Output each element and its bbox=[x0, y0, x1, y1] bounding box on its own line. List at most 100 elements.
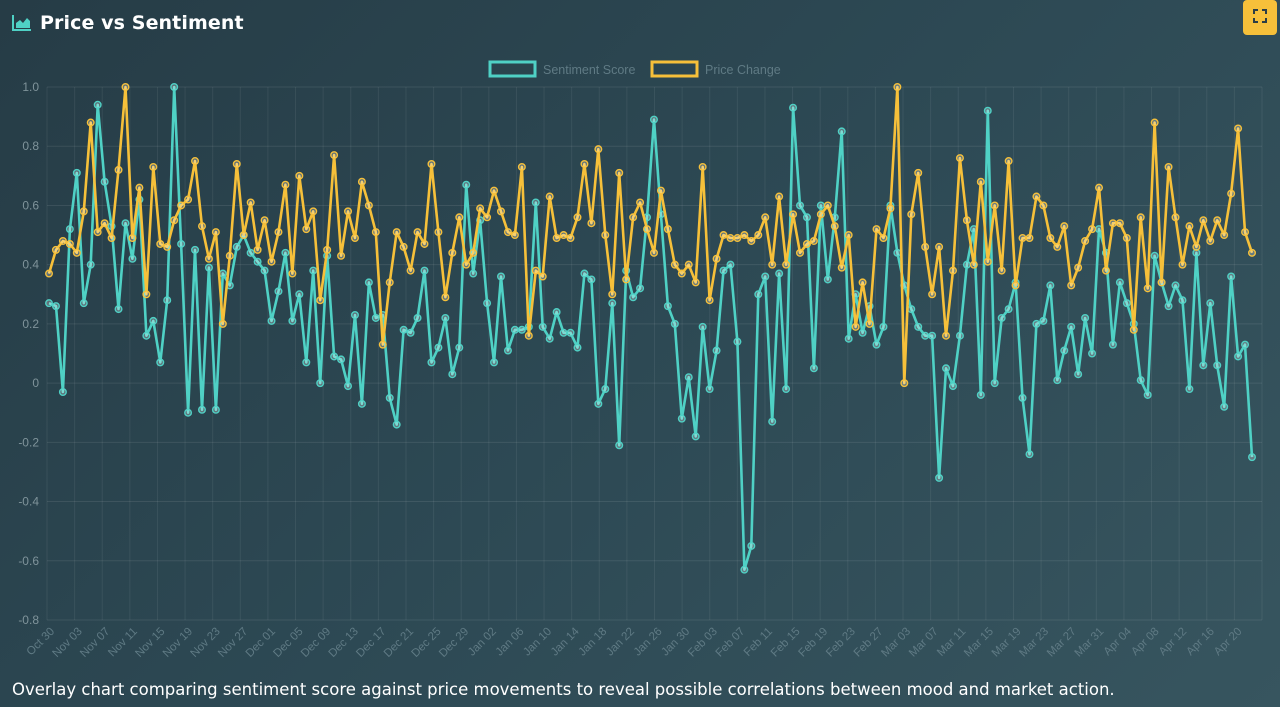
data-point bbox=[1206, 236, 1215, 245]
data-point bbox=[691, 278, 700, 287]
data-point bbox=[302, 225, 311, 234]
data-point bbox=[983, 106, 992, 115]
data-point bbox=[1220, 402, 1229, 411]
data-point bbox=[1185, 222, 1194, 231]
data-point bbox=[79, 207, 88, 216]
data-point bbox=[962, 216, 971, 225]
data-point bbox=[629, 293, 638, 302]
x-tick-label: Dec 01 bbox=[244, 626, 278, 660]
data-point bbox=[851, 322, 860, 331]
y-tick-label: -0.2 bbox=[18, 435, 39, 449]
data-point bbox=[260, 266, 269, 275]
x-tick-label: Dec 25 bbox=[409, 626, 443, 660]
data-point bbox=[204, 254, 213, 263]
data-point bbox=[490, 186, 499, 195]
data-point bbox=[1122, 299, 1131, 308]
data-point bbox=[789, 210, 798, 219]
data-point bbox=[983, 257, 992, 266]
legend-swatch bbox=[488, 60, 537, 78]
data-point bbox=[420, 239, 429, 248]
x-tick-label: Jan 18 bbox=[576, 626, 609, 659]
fullscreen-icon bbox=[1252, 8, 1268, 28]
data-point bbox=[420, 266, 429, 275]
page-title: Price vs Sentiment bbox=[40, 12, 244, 34]
data-point bbox=[1074, 370, 1083, 379]
data-point bbox=[434, 343, 443, 352]
y-tick-label: 1.0 bbox=[22, 80, 39, 94]
data-point bbox=[942, 364, 951, 373]
data-point bbox=[955, 154, 964, 163]
x-tick-label: Dec 17 bbox=[354, 626, 388, 660]
data-point bbox=[490, 358, 499, 367]
data-point bbox=[517, 162, 526, 171]
x-tick-label: Apr 08 bbox=[1129, 626, 1161, 658]
data-point bbox=[649, 248, 658, 257]
data-point bbox=[733, 337, 742, 346]
data-point bbox=[211, 405, 220, 414]
data-point bbox=[1025, 234, 1034, 243]
data-point bbox=[86, 118, 95, 127]
data-point bbox=[719, 231, 728, 240]
data-point bbox=[503, 346, 512, 355]
data-point bbox=[1178, 296, 1187, 305]
data-point bbox=[385, 393, 394, 402]
x-tick-label: Nov 19 bbox=[161, 626, 195, 660]
chart-header: Price vs Sentiment bbox=[12, 10, 244, 36]
data-point bbox=[1164, 302, 1173, 311]
data-point bbox=[879, 322, 888, 331]
data-point bbox=[72, 168, 81, 177]
data-point bbox=[879, 234, 888, 243]
data-point bbox=[1213, 216, 1222, 225]
data-point bbox=[302, 358, 311, 367]
data-point bbox=[990, 379, 999, 388]
data-point bbox=[1241, 228, 1250, 237]
data-point bbox=[823, 275, 832, 284]
data-point bbox=[976, 177, 985, 186]
data-point bbox=[802, 239, 811, 248]
y-tick-label: -0.4 bbox=[18, 495, 39, 509]
data-point bbox=[914, 168, 923, 177]
data-point bbox=[601, 231, 610, 240]
data-point bbox=[496, 207, 505, 216]
data-point bbox=[643, 225, 652, 234]
data-point bbox=[483, 299, 492, 308]
data-point bbox=[1143, 390, 1152, 399]
data-point bbox=[573, 343, 582, 352]
data-point bbox=[712, 346, 721, 355]
data-point bbox=[997, 266, 1006, 275]
data-point bbox=[601, 385, 610, 394]
data-point bbox=[385, 278, 394, 287]
data-point bbox=[622, 275, 631, 284]
data-point bbox=[907, 210, 916, 219]
data-point bbox=[510, 325, 519, 334]
data-point bbox=[517, 325, 526, 334]
data-point bbox=[177, 239, 186, 248]
data-point bbox=[691, 432, 700, 441]
data-point bbox=[809, 364, 818, 373]
data-point bbox=[865, 319, 874, 328]
data-point bbox=[177, 201, 186, 210]
data-point bbox=[1039, 201, 1048, 210]
fullscreen-button[interactable] bbox=[1243, 0, 1277, 35]
data-point bbox=[615, 168, 624, 177]
data-point bbox=[955, 331, 964, 340]
data-point bbox=[1088, 225, 1097, 234]
data-point bbox=[170, 216, 179, 225]
x-tick-label: Jan 06 bbox=[494, 626, 527, 659]
x-tick-label: Apr 12 bbox=[1157, 626, 1189, 658]
data-point bbox=[761, 213, 770, 222]
data-point bbox=[503, 228, 512, 237]
data-point bbox=[211, 228, 220, 237]
data-point bbox=[1053, 242, 1062, 251]
data-point bbox=[1018, 393, 1027, 402]
data-point bbox=[413, 228, 422, 237]
data-point bbox=[316, 379, 325, 388]
data-point bbox=[281, 180, 290, 189]
data-point bbox=[1247, 248, 1256, 257]
data-point bbox=[844, 231, 853, 240]
data-point bbox=[79, 299, 88, 308]
series-1 bbox=[45, 82, 1256, 388]
data-point bbox=[1136, 213, 1145, 222]
data-point bbox=[928, 290, 937, 299]
data-point bbox=[782, 385, 791, 394]
